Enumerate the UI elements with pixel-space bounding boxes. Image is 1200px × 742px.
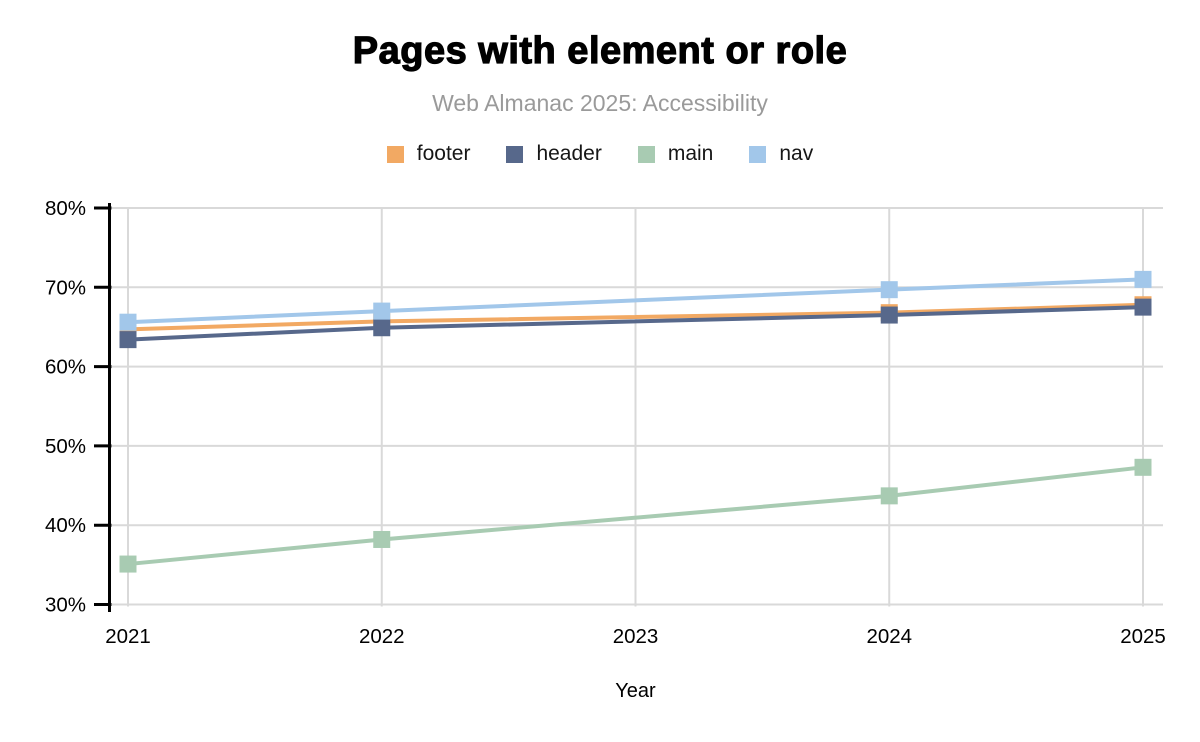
marker-main-2022 [373,530,391,548]
legend-item-header: header [506,142,602,166]
y-tick-label-80: 80% [45,197,86,220]
chart-subtitle: Web Almanac 2025: Accessibility [432,90,768,116]
series-line-footer [127,302,1144,332]
chart-legend: footer header main nav [0,142,1200,166]
x-tick-label-2023: 2023 [613,625,659,648]
legend-swatch-main [637,145,655,163]
legend-item-nav: nav [749,142,813,166]
x-axis-title: Year [615,680,656,702]
x-tick-label-2024: 2024 [866,625,912,648]
marker-header-2021 [119,331,137,349]
marker-header-2024 [880,306,898,324]
y-tick-label-40: 40% [45,514,86,537]
marker-header-2025 [1134,298,1152,316]
marker-nav-2024 [880,281,898,299]
marker-nav-2022 [373,302,391,320]
legend-label-main: main [667,142,714,165]
y-tick-label-60: 60% [45,356,86,379]
x-tick-label-2022: 2022 [359,625,405,648]
legend-label-footer: footer [416,142,471,165]
legend-label-nav: nav [779,142,814,165]
series-line-main [127,465,1144,567]
marker-main-2025 [1134,458,1152,476]
marker-header-2022 [373,319,391,337]
series-line-nav [127,277,1144,325]
legend-swatch-footer [386,145,404,163]
legend-item-footer: footer [386,142,471,166]
x-tick-label-2025: 2025 [1120,625,1166,648]
marker-nav-2025 [1134,270,1152,288]
y-tick-label-50: 50% [45,435,86,458]
legend-swatch-nav [749,145,767,163]
legend-swatch-header [506,145,524,163]
legend-label-header: header [536,142,602,165]
marker-nav-2021 [119,313,137,331]
x-tick-label-2021: 2021 [105,625,151,648]
marker-main-2021 [119,555,137,573]
y-tick-label-70: 70% [45,276,86,299]
marker-main-2024 [880,487,898,505]
series-line-header [127,305,1144,342]
legend-item-main: main [637,142,714,166]
chart-title: Pages with element or role [352,29,848,72]
y-tick-label-30: 30% [45,594,86,617]
